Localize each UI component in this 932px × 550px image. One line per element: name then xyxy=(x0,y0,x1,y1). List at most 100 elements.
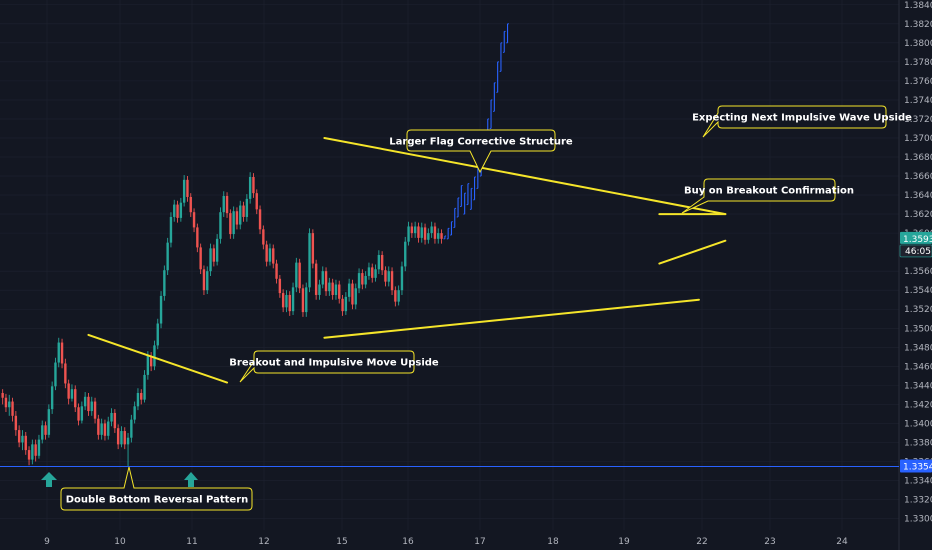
candle xyxy=(202,265,206,295)
candle-body xyxy=(245,198,249,217)
candle-body xyxy=(140,392,143,400)
candle-body xyxy=(24,435,27,451)
annotation-flag-structure[interactable]: Larger Flag Corrective Structure xyxy=(389,129,573,174)
candle xyxy=(314,259,318,300)
y-tick-label: 1.38400 xyxy=(904,1,932,11)
candle-body xyxy=(229,213,232,235)
candle xyxy=(156,318,159,350)
candle xyxy=(298,258,301,294)
candle-body xyxy=(143,374,146,400)
candle-body xyxy=(27,450,31,460)
candle-body xyxy=(364,275,367,285)
y-tick-label: 1.34200 xyxy=(904,400,932,410)
annotation-text: Breakout and Impulsive Move Upside xyxy=(229,358,439,369)
candle xyxy=(245,194,249,222)
current-price-tag: 1.35939 46:05 xyxy=(899,231,932,258)
candle-body xyxy=(146,355,150,375)
candle xyxy=(397,285,400,306)
candle xyxy=(344,292,348,315)
candle xyxy=(413,221,417,238)
candle-body xyxy=(21,435,24,443)
candle xyxy=(31,439,34,465)
candle-body xyxy=(357,273,361,289)
candle xyxy=(4,393,8,413)
y-tick-label: 1.33400 xyxy=(904,477,932,487)
candle-body xyxy=(176,204,179,218)
candle-body xyxy=(206,271,209,291)
candle xyxy=(209,243,212,276)
candle xyxy=(404,236,407,272)
candle-body xyxy=(371,267,374,278)
candle-body xyxy=(305,287,308,313)
candle xyxy=(14,411,18,436)
candle xyxy=(255,189,258,215)
candle xyxy=(44,421,47,440)
y-tick-label: 1.37200 xyxy=(904,115,932,125)
candle-body xyxy=(394,290,397,302)
candle xyxy=(295,257,298,293)
candle xyxy=(64,358,67,389)
candle xyxy=(380,251,384,275)
candle-body xyxy=(179,202,183,218)
annotation-expecting-wave[interactable]: Expecting Next Impulsive Wave Upside xyxy=(692,105,912,138)
candle-body xyxy=(196,227,199,248)
candle xyxy=(268,243,272,266)
candle-body xyxy=(209,248,212,272)
candle xyxy=(440,229,443,244)
candle xyxy=(173,199,176,222)
candle xyxy=(1,389,4,405)
candle-body xyxy=(163,270,166,296)
candle xyxy=(153,340,156,371)
candle xyxy=(199,243,202,275)
candle-body xyxy=(87,396,90,412)
grid xyxy=(0,0,899,530)
candle-body xyxy=(126,437,130,445)
candle xyxy=(262,225,265,250)
candle xyxy=(410,222,414,238)
candle xyxy=(149,352,153,372)
candle-body xyxy=(308,233,311,288)
candle xyxy=(206,266,209,295)
annotation-double-bottom[interactable]: Double Bottom Reversal Pattern xyxy=(60,466,253,511)
time-axis[interactable]: 9 10 11 12 15 16 17 18 19 22 23 24 xyxy=(44,537,848,547)
y-tick-label: 1.34800 xyxy=(904,343,932,353)
candle-body xyxy=(107,421,110,436)
y-tick-label: 1.36800 xyxy=(904,153,932,163)
annotation-text: Larger Flag Corrective Structure xyxy=(389,137,573,148)
candle-body xyxy=(50,386,54,410)
candle xyxy=(50,381,54,414)
candle xyxy=(291,282,295,315)
y-tick-label: 1.38200 xyxy=(904,20,932,30)
candle xyxy=(417,222,420,243)
candle-body xyxy=(34,444,37,456)
candle-body xyxy=(390,271,394,291)
candle-body xyxy=(17,430,21,443)
candle xyxy=(222,191,225,217)
candle xyxy=(212,244,216,267)
annotation-buy-breakout[interactable]: Buy on Breakout Confirmation xyxy=(681,178,854,214)
flag-upper xyxy=(323,136,727,216)
candle xyxy=(140,389,143,405)
y-tick-label: 1.37800 xyxy=(904,58,932,68)
candle xyxy=(308,228,311,293)
annotation-text: Buy on Breakout Confirmation xyxy=(684,186,854,197)
candle xyxy=(143,370,146,403)
y-tick-label: 1.34600 xyxy=(904,362,932,372)
candle xyxy=(242,201,245,222)
candle-body xyxy=(54,362,57,387)
annotation-breakout-move[interactable]: Breakout and Impulsive Move Upside xyxy=(229,350,439,383)
candle-body xyxy=(123,431,126,445)
y-tick-label: 1.36200 xyxy=(904,210,932,220)
candle-body xyxy=(136,392,140,407)
candle-body xyxy=(4,397,8,408)
candle-body xyxy=(430,226,433,234)
candle-body xyxy=(166,242,169,271)
candle-body xyxy=(404,241,407,267)
candle xyxy=(182,175,186,207)
candle-body xyxy=(423,227,427,240)
candle xyxy=(328,277,331,296)
candle xyxy=(24,431,27,455)
candle xyxy=(334,279,338,300)
candle xyxy=(103,419,107,441)
